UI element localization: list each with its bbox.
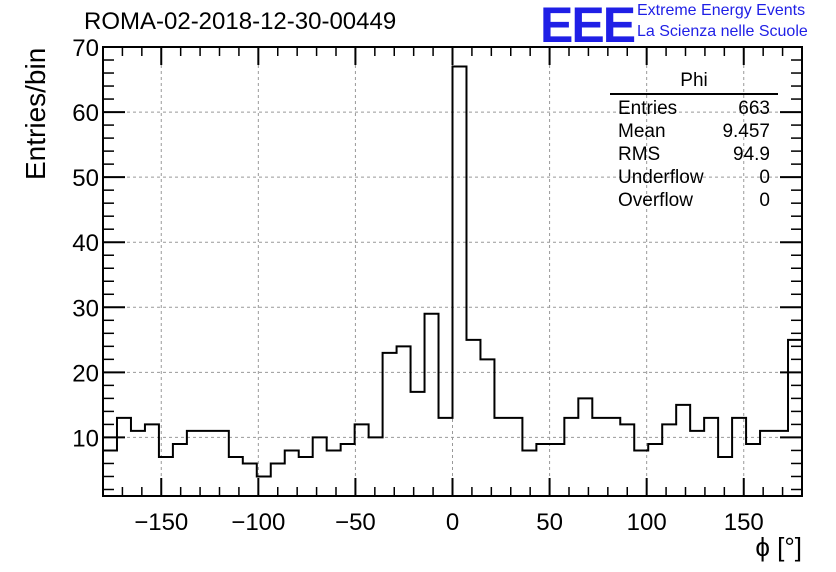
logo-line-2: La Scienza nelle Scuole xyxy=(637,23,808,40)
y-tick-labels: 10 20 30 40 50 60 70 xyxy=(72,35,99,452)
x-tick-label: −50 xyxy=(335,509,376,536)
logo-line-1: Extreme Energy Events xyxy=(637,2,806,19)
stats-value: 0 xyxy=(759,167,770,188)
stats-value: 94.9 xyxy=(733,144,770,165)
stats-label: Mean xyxy=(618,121,666,142)
y-tick-label: 50 xyxy=(72,165,99,192)
stats-box: Phi Entries 663 Mean 9.457 RMS 94.9 Unde… xyxy=(610,70,778,212)
stats-row-underflow: Underflow 0 xyxy=(610,166,778,189)
stats-row-overflow: Overflow 0 xyxy=(610,189,778,212)
stats-value: 9.457 xyxy=(722,121,770,142)
stats-label: Entries xyxy=(618,98,678,119)
stats-label: RMS xyxy=(618,144,661,165)
chart-title: ROMA-02-2018-12-30-00449 xyxy=(84,8,397,35)
stats-row-entries: Entries 663 xyxy=(610,97,778,120)
y-tick-label: 20 xyxy=(72,360,99,387)
x-tick-label: −150 xyxy=(134,509,188,536)
plot-frame xyxy=(102,46,803,497)
x-axis-label: ϕ [°] xyxy=(755,532,802,562)
stats-label: Underflow xyxy=(618,167,704,188)
y-axis-label: Entries/bin xyxy=(20,47,51,180)
stats-row-rms: RMS 94.9 xyxy=(610,143,778,166)
x-tick-label: 100 xyxy=(627,509,667,536)
x-tick-label: −100 xyxy=(231,509,285,536)
stats-title: Phi xyxy=(610,70,778,95)
histogram-line xyxy=(103,65,802,478)
x-tick-label: 0 xyxy=(446,509,459,536)
x-tick-label: 150 xyxy=(724,509,764,536)
y-tick-label: 30 xyxy=(72,295,99,322)
x-tick-label: 50 xyxy=(536,509,563,536)
stats-label: Overflow xyxy=(618,190,693,211)
y-tick-label: 60 xyxy=(72,100,99,127)
axis-ticks xyxy=(102,46,803,496)
eee-logo: EEE xyxy=(540,0,636,53)
y-tick-label: 10 xyxy=(72,425,99,452)
y-tick-label: 40 xyxy=(72,230,99,257)
stats-row-mean: Mean 9.457 xyxy=(610,120,778,143)
stats-value: 663 xyxy=(738,98,770,119)
x-tick-labels: −150 −100 −50 0 50 100 150 xyxy=(134,509,764,536)
y-tick-label: 70 xyxy=(72,35,99,62)
stats-value: 0 xyxy=(759,190,770,211)
